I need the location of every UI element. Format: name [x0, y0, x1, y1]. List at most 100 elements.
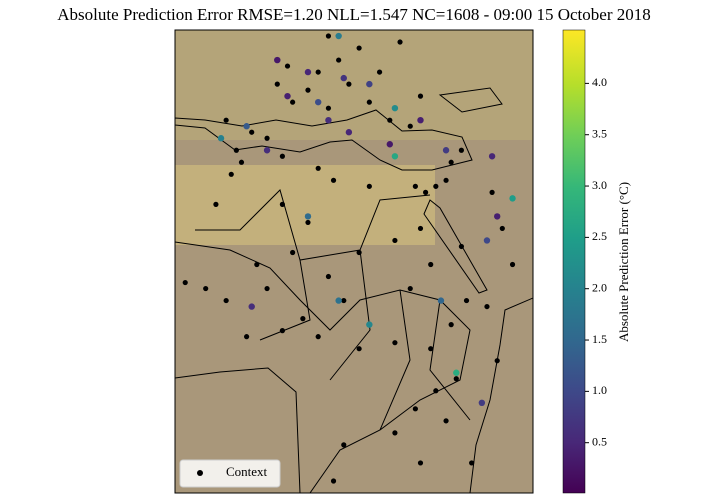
legend	[179, 459, 281, 488]
context-point	[423, 189, 429, 195]
target-point	[263, 147, 271, 154]
context-point	[249, 129, 255, 135]
context-point	[300, 316, 306, 322]
colorbar-tick-label: 3.0	[592, 178, 607, 192]
context-point	[417, 225, 424, 232]
context-point	[489, 189, 495, 195]
colorbar-tick-label: 2.0	[592, 280, 607, 294]
context-point	[315, 165, 321, 171]
context-point	[407, 123, 413, 129]
context-point	[279, 328, 285, 334]
context-point	[387, 117, 393, 123]
context-point	[453, 376, 459, 382]
colorbar-label: Absolute Prediction Error (°C)	[616, 182, 631, 342]
context-point	[458, 243, 464, 250]
target-point	[453, 369, 460, 376]
context-point	[428, 261, 434, 268]
colorbar-tick-label: 3.5	[592, 126, 607, 140]
context-point	[469, 460, 475, 466]
target-point	[488, 153, 496, 160]
target-point	[483, 237, 491, 244]
target-point	[478, 399, 486, 407]
target-point	[391, 153, 399, 160]
context-point	[443, 418, 449, 424]
context-point	[346, 81, 352, 87]
context-point	[356, 249, 362, 256]
red-sea	[423, 199, 488, 294]
target-point	[417, 116, 424, 124]
context-point	[213, 201, 219, 207]
target-point	[386, 141, 393, 148]
context-point	[412, 406, 418, 412]
context-point	[484, 303, 490, 310]
context-point	[392, 340, 398, 346]
context-point	[279, 153, 285, 159]
black-sea	[438, 87, 503, 113]
context-point	[392, 237, 398, 244]
context-point	[341, 442, 347, 448]
context-point	[366, 99, 372, 105]
context-point	[325, 273, 332, 280]
context-point	[336, 57, 342, 63]
context-point	[284, 63, 291, 69]
target-point	[442, 147, 450, 154]
target-point	[304, 68, 312, 76]
context-point	[254, 261, 260, 268]
context-point	[290, 249, 296, 256]
map-frame	[174, 29, 534, 494]
context-point	[315, 334, 321, 340]
context-point	[407, 285, 413, 292]
context-point	[279, 201, 285, 207]
context-point	[223, 297, 229, 304]
context-point	[366, 183, 372, 189]
target-point	[248, 303, 255, 310]
legend-label: Context	[226, 464, 268, 479]
target-point	[366, 321, 373, 328]
target-point	[509, 195, 516, 202]
target-point	[304, 213, 312, 220]
colorbar-tick-label: 4.0	[592, 75, 607, 89]
context-point	[305, 219, 311, 226]
chart-title: Absolute Prediction Error RMSE=1.20 NLL=…	[57, 5, 650, 24]
context-point	[325, 33, 332, 39]
colorbar-tick-label: 2.5	[592, 229, 607, 243]
context-point	[397, 39, 403, 45]
context-point	[325, 105, 332, 111]
borders	[195, 189, 471, 431]
context-point	[458, 147, 464, 153]
context-point	[417, 460, 424, 466]
indian-ocean	[469, 297, 533, 493]
context-point	[223, 117, 229, 123]
context-point	[182, 279, 188, 286]
colorbar	[562, 29, 586, 494]
context-point	[264, 135, 270, 141]
target-point	[284, 92, 291, 100]
context-point	[412, 183, 418, 189]
context-point	[244, 334, 250, 340]
context-point	[274, 81, 280, 87]
context-point	[448, 159, 454, 165]
legend-marker	[197, 470, 203, 476]
context-point	[356, 346, 362, 352]
context-point	[417, 93, 424, 99]
context-point	[433, 183, 439, 189]
target-point	[335, 32, 342, 40]
land-north	[175, 30, 533, 140]
target-point	[391, 104, 399, 112]
target-point	[274, 56, 281, 64]
colorbar-tick-label: 1.5	[592, 332, 607, 346]
context-point	[305, 87, 311, 93]
target-point	[335, 297, 342, 304]
context-point	[330, 478, 337, 484]
context-point	[509, 261, 516, 268]
target-point	[494, 213, 501, 220]
points	[182, 32, 516, 484]
colorbar-tick-label: 1.0	[592, 383, 607, 397]
target-point	[437, 297, 445, 304]
context-point	[356, 45, 362, 51]
context-point	[463, 297, 470, 304]
context-point	[499, 225, 505, 232]
context-point	[494, 358, 500, 364]
